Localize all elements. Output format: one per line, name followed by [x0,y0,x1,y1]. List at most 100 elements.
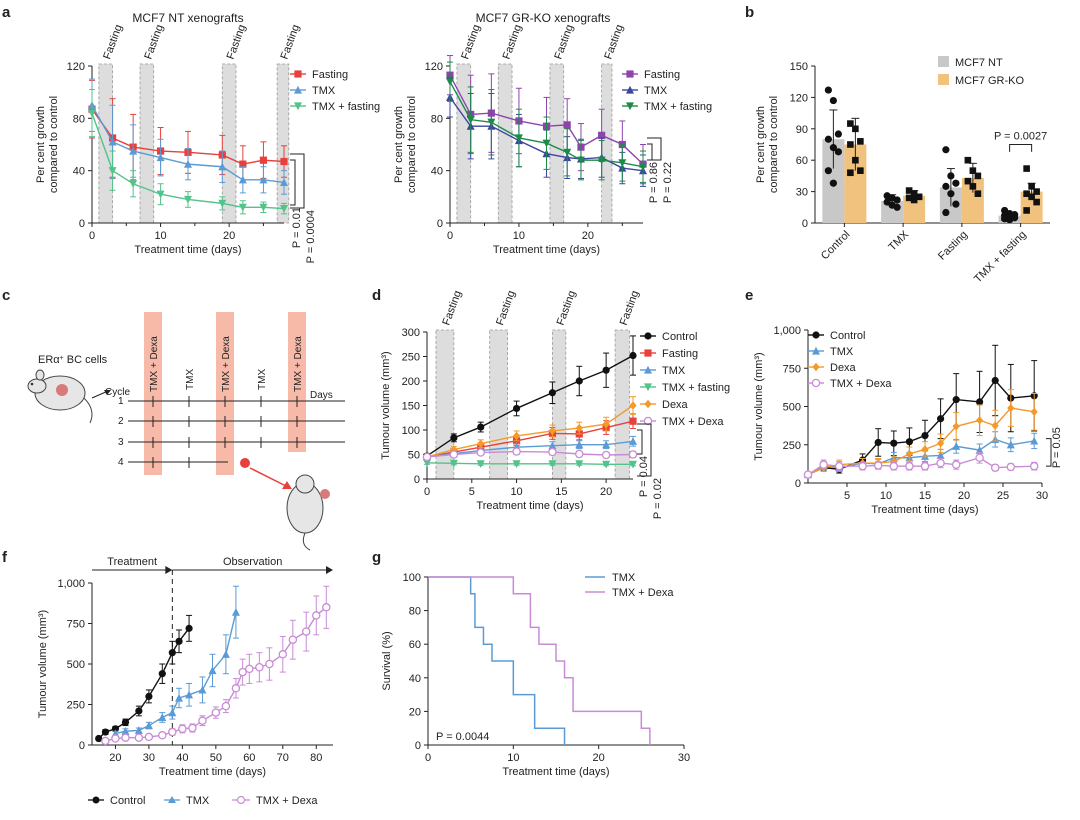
legend-label: TMX + Dexa [662,416,724,428]
panel-label-c: c [2,287,10,304]
fasting-band [614,329,630,480]
data-point [852,125,859,133]
legend-tmx: TMX [186,795,210,807]
col-label-tmx-2: TMX [257,369,268,390]
data-point [1029,461,1039,471]
col-label-tmx-dexa-1: TMX + Dexa [149,336,160,392]
series-line [449,74,644,165]
x-tick-label: 0 [447,230,453,242]
y-tick-label: 500 [67,659,85,671]
data-point [238,667,247,677]
y-tick-label: 80 [409,606,421,618]
legend-marker [644,349,652,357]
series-line [426,420,634,458]
data-point [548,389,556,397]
panel-e-chart: 0 250 500 750 1,000 5 10 15 20 25 30 Treatment time… [753,325,1063,516]
data-point [936,458,945,468]
data-point [976,398,984,406]
panel-d-chart: Fasting Fasting Fasting Fasting050100150200… [380,289,730,519]
bar [844,144,867,223]
data-point [1033,198,1040,206]
fasting-band [98,63,113,224]
pvalue-bracket [1009,144,1033,152]
y-axis-title: Tumour volume (mm³) [380,351,392,459]
data-point [629,437,637,445]
data-point [450,434,458,442]
legend-swatch [938,56,949,67]
x-tick-label: 30 [678,752,690,764]
data-point [231,607,240,616]
data-point [512,404,521,413]
data-point [134,733,144,742]
x-tick-label: 20 [593,752,605,764]
data-point [548,460,557,469]
data-point [1030,436,1039,445]
y-axis-title: Tumour volume (mm³) [753,352,765,460]
fasting-band [139,63,155,224]
data-point [947,190,955,198]
legend-marker [294,85,302,94]
y-tick-label: 0 [795,478,801,490]
cycle-number-1: 1 [118,396,124,407]
panel-b-bar-chart: 0 30 60 90 120 150 Per cent growthcompared to … [755,56,1050,285]
data-point [548,426,556,436]
y-axis-title: Tumour volume (mm³) [37,610,49,718]
legend-marker [812,346,820,355]
data-point [910,196,918,204]
data-point [512,447,521,456]
data-point [184,195,192,204]
x-tick-label: 20 [109,752,121,764]
fasting-label: Fasting [279,23,303,61]
x-tick-label: 0 [424,486,430,498]
observation-arrowhead [326,566,333,574]
x-tick-label: 60 [243,752,255,764]
x-tick-label: 80 [310,752,322,764]
series-line [426,404,634,458]
y-tick-label: 50 [408,450,420,462]
fasting-label: Fasting [142,23,166,61]
fasting-label: Fasting [440,289,464,327]
data-point [512,460,521,469]
data-point [238,203,247,212]
data-point [548,447,557,457]
data-point [964,177,972,185]
fasting-band [601,63,613,224]
y-tick-label: 150 [402,401,420,413]
series-line [98,627,190,740]
col-label-tmx-dexa-3: TMX + Dexa [293,336,304,392]
data-point [974,190,982,197]
data-point [829,144,837,152]
data-point [108,167,117,175]
data-point [134,726,143,735]
fasting-band [276,63,290,224]
dosing-column-1 [144,312,162,475]
legend-marker [644,383,652,392]
legend-marker [644,399,652,409]
pvalue-label: P = 0.04 [638,456,650,497]
series-line [449,96,644,172]
data-point [905,194,913,202]
series-line [426,450,634,458]
data-point [969,167,977,174]
data-point [1006,462,1016,472]
y-tick-label: 0 [414,474,420,486]
data-point [514,134,523,143]
fasting-band [549,63,565,224]
data-point [575,449,584,459]
fasting-label: Fasting [459,23,483,61]
data-point [1028,193,1035,201]
series-line [449,81,644,168]
data-point [449,450,459,459]
legend-marker [644,332,652,340]
y-tick-label: 0 [415,740,421,752]
x-tick-label: 20 [223,230,235,242]
data-point [185,624,193,632]
y-tick-label: 100 [402,425,420,437]
data-point [231,684,241,693]
x-tick-label: TMX + fasting [972,229,1029,286]
dosing-column-3 [288,312,306,452]
cells-label: ERα+ BC cells [38,354,108,366]
endpoint-arrow [249,467,287,487]
y-tick-label: 80 [73,113,85,125]
data-point [185,690,194,699]
